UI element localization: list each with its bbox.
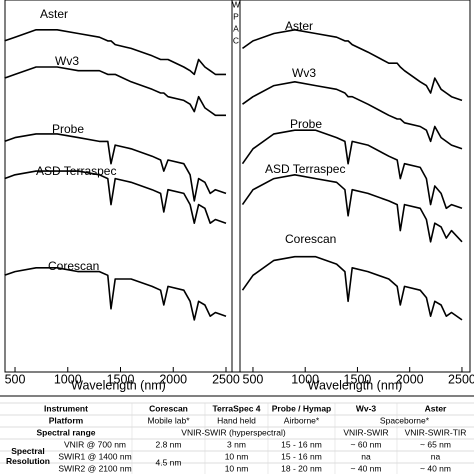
table-cell: ~ 40 nm xyxy=(351,463,382,473)
table-cell: VNIR @ 700 nm xyxy=(64,439,126,449)
plot-frame xyxy=(4,0,233,373)
series-label: ASD Terraspec xyxy=(265,162,345,176)
table-cell: Spaceborne* xyxy=(380,415,430,425)
strip-label: W xyxy=(232,0,240,9)
x-tick-label: 2000 xyxy=(159,372,187,386)
table-cell: Spectral range xyxy=(36,427,95,437)
table-cell: 4.5 nm xyxy=(156,457,182,467)
table-cell: 10 nm xyxy=(225,463,249,473)
spectrum-line xyxy=(4,66,226,117)
x-tick-label: 2500 xyxy=(212,372,240,386)
x-axis-label: Wavelength (nm) xyxy=(71,378,166,392)
table-cell: Airborne* xyxy=(284,415,320,425)
table-cell: 15 - 16 nm xyxy=(281,439,322,449)
plot-frame xyxy=(239,0,471,373)
table-cell: ~ 60 nm xyxy=(351,439,382,449)
table-cell: TerraSpec 4 xyxy=(212,403,260,413)
series-label: Aster xyxy=(40,7,68,21)
series-label: ASD Terraspec xyxy=(36,164,116,178)
table-cell: 2.8 nm xyxy=(156,439,182,449)
table-cell: Platform xyxy=(49,415,84,425)
spectrum-line xyxy=(4,28,226,76)
table-cell: Instrument xyxy=(44,403,88,413)
x-tick-label: 1500 xyxy=(344,372,372,386)
series-label: Probe xyxy=(290,117,322,131)
strip-label: A xyxy=(233,23,239,33)
spectrum-line xyxy=(242,28,463,102)
spectrum-line xyxy=(241,174,463,243)
strip-label: C xyxy=(233,35,239,45)
spectrum-line xyxy=(241,129,463,210)
table-cell: Probe / Hymap xyxy=(272,403,332,413)
table-cell: ~ 65 nm xyxy=(420,439,451,449)
table-cell: Corescan xyxy=(149,403,188,413)
x-tick-label: 500 xyxy=(243,372,264,386)
x-axis-label: Wavelength (nm) xyxy=(308,378,403,392)
table-cell: Aster xyxy=(425,403,447,413)
table-cell: Hand held xyxy=(217,415,256,425)
table-cell: Wv-3 xyxy=(356,403,377,413)
table-cell: SWIR2 @ 2100 nm xyxy=(58,463,131,473)
spectrum-line xyxy=(241,255,463,321)
series-label: Corescan xyxy=(48,259,99,273)
spectrum-line xyxy=(4,170,227,224)
series-label: Corescan xyxy=(285,232,336,246)
spectrum-line xyxy=(4,133,227,202)
table-cell: VNIR-SWIR (hyperspectral) xyxy=(181,427,286,437)
strip-label: P xyxy=(233,11,239,21)
table-cell: Mobile lab* xyxy=(147,415,190,425)
series-label: Wv3 xyxy=(55,54,79,68)
table-cell: VNIR-SWIR-TIR xyxy=(405,427,467,437)
table-cell: 15 - 16 nm xyxy=(281,451,322,461)
spectrum-line xyxy=(4,266,227,321)
table-cell: 18 - 20 nm xyxy=(281,463,322,473)
table-cell: na xyxy=(361,451,371,461)
x-tick-label: 1000 xyxy=(54,372,82,386)
table-cell: 3 nm xyxy=(227,439,246,449)
x-tick-label: 2000 xyxy=(396,372,424,386)
table-cell: na xyxy=(431,451,441,461)
side-strip xyxy=(231,0,241,373)
table-cell: ~ 40 nm xyxy=(420,463,451,473)
spectrum-line xyxy=(242,81,463,150)
series-label: Aster xyxy=(285,19,313,33)
x-tick-label: 2500 xyxy=(448,372,474,386)
x-tick-label: 500 xyxy=(5,372,26,386)
table-cell: 10 nm xyxy=(225,451,249,461)
x-tick-label: 1500 xyxy=(107,372,135,386)
series-label: Probe xyxy=(52,122,84,136)
series-label: Wv3 xyxy=(292,66,316,80)
table-group-label: Spectral Resolution xyxy=(6,446,50,466)
table-cell: VNIR-SWIR xyxy=(343,427,388,437)
x-tick-label: 1000 xyxy=(291,372,319,386)
table-cell: SWIR1 @ 1400 nm xyxy=(58,451,131,461)
